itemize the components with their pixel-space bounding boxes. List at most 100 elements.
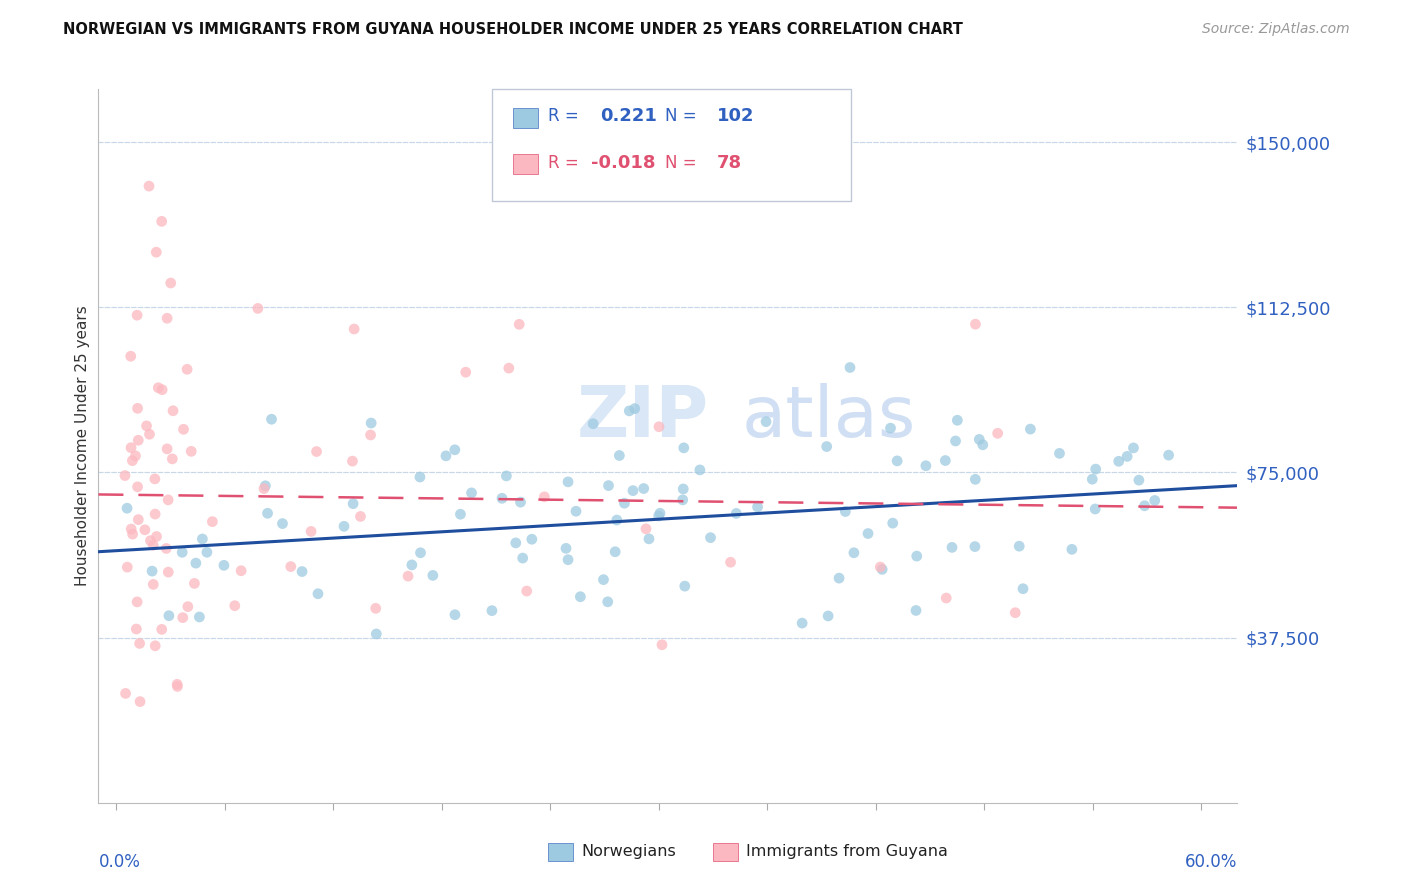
- Point: [271, 516, 294, 531]
- Point: [139, 533, 162, 548]
- Point: [592, 573, 614, 587]
- Point: [648, 506, 671, 520]
- Point: [491, 491, 513, 506]
- Point: [886, 454, 908, 468]
- Point: [142, 538, 165, 552]
- Text: 102: 102: [717, 107, 755, 125]
- Point: [127, 434, 149, 448]
- Point: [672, 441, 695, 455]
- Point: [634, 522, 657, 536]
- Point: [1081, 472, 1104, 486]
- Point: [280, 559, 302, 574]
- Point: [987, 426, 1010, 441]
- Text: N =: N =: [665, 154, 696, 172]
- Point: [150, 623, 173, 637]
- Point: [969, 433, 991, 447]
- Point: [1108, 454, 1130, 468]
- Point: [127, 513, 149, 527]
- Point: [495, 469, 517, 483]
- Text: NORWEGIAN VS IMMIGRANTS FROM GUYANA HOUSEHOLDER INCOME UNDER 25 YEARS CORRELATIO: NORWEGIAN VS IMMIGRANTS FROM GUYANA HOUS…: [63, 22, 963, 37]
- Point: [180, 444, 202, 458]
- Point: [127, 480, 149, 494]
- Point: [509, 495, 531, 509]
- Point: [114, 686, 136, 700]
- Point: [143, 507, 166, 521]
- Point: [176, 362, 198, 376]
- Point: [409, 470, 432, 484]
- Point: [159, 276, 181, 290]
- Point: [1060, 542, 1083, 557]
- Point: [725, 507, 748, 521]
- Point: [143, 639, 166, 653]
- Point: [505, 536, 527, 550]
- Point: [360, 428, 382, 442]
- Point: [460, 486, 482, 500]
- Point: [364, 601, 387, 615]
- Point: [191, 532, 214, 546]
- Point: [155, 541, 177, 556]
- Point: [520, 533, 543, 547]
- Point: [1084, 502, 1107, 516]
- Point: [224, 599, 246, 613]
- Point: [195, 545, 218, 559]
- Point: [882, 516, 904, 531]
- Point: [299, 524, 322, 539]
- Point: [689, 463, 711, 477]
- Point: [481, 604, 503, 618]
- Point: [557, 475, 579, 489]
- Point: [444, 607, 467, 622]
- Point: [166, 677, 188, 691]
- Y-axis label: Householder Income Under 25 years: Householder Income Under 25 years: [75, 306, 90, 586]
- Point: [184, 556, 207, 570]
- Point: [792, 616, 814, 631]
- Point: [260, 412, 283, 426]
- Point: [127, 595, 149, 609]
- Point: [755, 415, 778, 429]
- Point: [172, 545, 194, 559]
- Point: [135, 418, 157, 433]
- Point: [343, 322, 366, 336]
- Point: [508, 318, 530, 332]
- Point: [965, 317, 987, 331]
- Point: [934, 453, 956, 467]
- Point: [720, 555, 742, 569]
- Point: [941, 541, 963, 555]
- Point: [307, 587, 329, 601]
- Point: [648, 419, 671, 434]
- Point: [253, 482, 276, 496]
- Text: Source: ZipAtlas.com: Source: ZipAtlas.com: [1202, 22, 1350, 37]
- Point: [609, 449, 631, 463]
- Point: [125, 622, 148, 636]
- Point: [141, 564, 163, 578]
- Point: [512, 551, 534, 566]
- Point: [1012, 582, 1035, 596]
- Point: [150, 383, 173, 397]
- Point: [148, 381, 170, 395]
- Point: [672, 492, 695, 507]
- Point: [1143, 493, 1166, 508]
- Point: [699, 531, 721, 545]
- Point: [349, 509, 371, 524]
- Point: [124, 449, 146, 463]
- Point: [638, 532, 661, 546]
- Point: [342, 454, 364, 468]
- Point: [128, 636, 150, 650]
- Point: [596, 595, 619, 609]
- Point: [401, 558, 423, 572]
- Text: 60.0%: 60.0%: [1185, 853, 1237, 871]
- Point: [972, 438, 994, 452]
- Point: [145, 245, 167, 260]
- Text: 0.0%: 0.0%: [98, 853, 141, 871]
- Point: [1049, 446, 1071, 460]
- Point: [188, 610, 211, 624]
- Point: [231, 564, 253, 578]
- Point: [1133, 499, 1156, 513]
- Point: [904, 603, 927, 617]
- Point: [965, 472, 987, 486]
- Point: [396, 569, 419, 583]
- Text: R =: R =: [548, 154, 579, 172]
- Point: [173, 422, 195, 436]
- Point: [120, 522, 142, 536]
- Point: [1116, 450, 1139, 464]
- Point: [409, 546, 432, 560]
